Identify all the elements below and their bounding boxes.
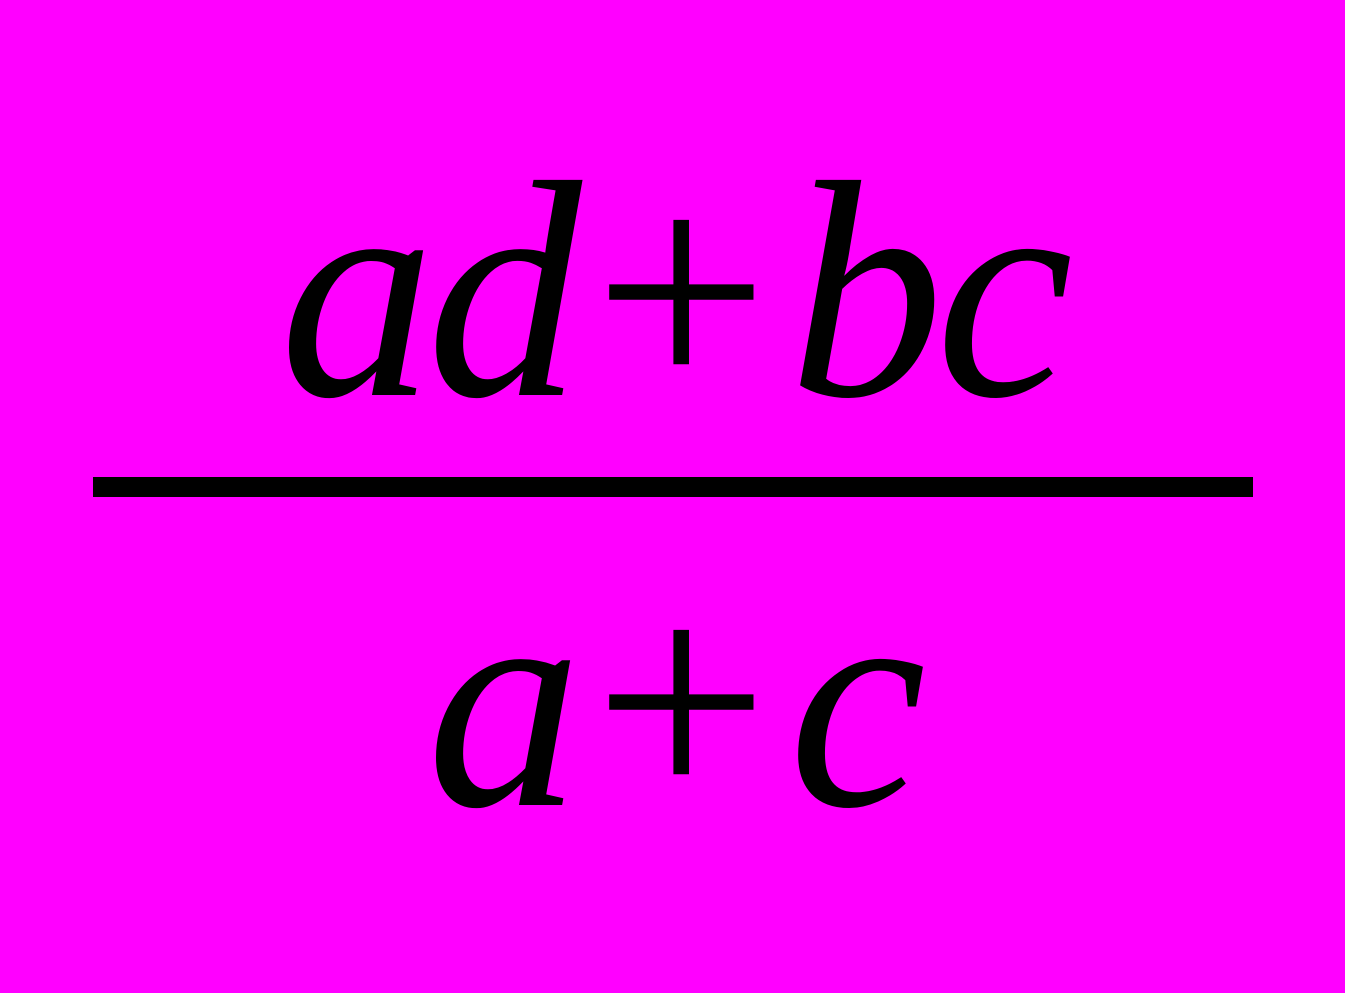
- denominator-term-2: c: [789, 530, 919, 873]
- numerator-term-1: ad: [280, 120, 574, 463]
- math-fraction: ad+bc a+c: [93, 137, 1253, 857]
- fraction-bar: [93, 477, 1253, 497]
- numerator-term-2: bc: [789, 120, 1066, 463]
- numerator-operator: +: [574, 120, 789, 463]
- fraction-numerator: ad+bc: [240, 137, 1105, 477]
- denominator-operator: +: [574, 530, 789, 873]
- denominator-term-1: a: [427, 530, 574, 873]
- fraction-denominator: a+c: [387, 497, 958, 857]
